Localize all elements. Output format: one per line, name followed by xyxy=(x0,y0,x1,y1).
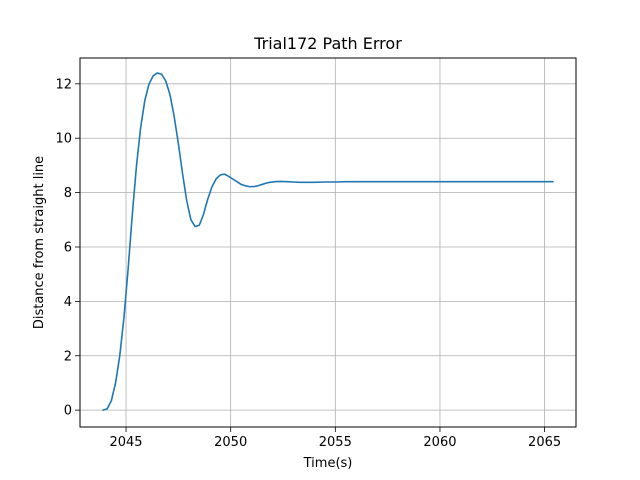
y-tick-label: 4 xyxy=(64,295,72,310)
x-tick-label: 2060 xyxy=(423,435,456,450)
chart-title: Trial172 Path Error xyxy=(253,34,402,53)
series-layer xyxy=(102,72,554,411)
y-tick-label: 10 xyxy=(55,132,72,147)
y-tick-label: 2 xyxy=(64,349,72,364)
y-tick-label: 6 xyxy=(64,240,72,255)
x-tick-label: 2065 xyxy=(528,435,561,450)
plot-frame xyxy=(79,57,577,428)
x-tick-label: 2045 xyxy=(109,435,142,450)
y-axis-ticks: 0 2 4 6 8 10 12 xyxy=(55,77,80,419)
y-tick-label: 8 xyxy=(64,186,72,201)
grid xyxy=(80,58,576,427)
x-axis-ticks: 2045 2050 2055 2060 2065 xyxy=(109,427,561,450)
x-axis-label: Time(s) xyxy=(303,456,353,471)
y-tick-label: 12 xyxy=(55,77,72,92)
x-tick-label: 2055 xyxy=(319,435,352,450)
y-tick-label: 0 xyxy=(64,404,72,419)
y-axis-label: Distance from straight line xyxy=(32,156,47,329)
series-line xyxy=(102,72,554,411)
x-tick-label: 2050 xyxy=(214,435,247,450)
